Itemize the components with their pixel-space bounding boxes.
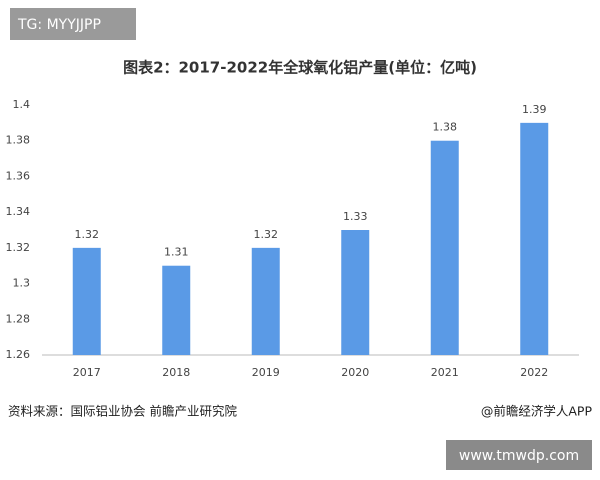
y-tick-label: 1.28: [6, 312, 31, 325]
bar: [520, 122, 549, 355]
value-label: 1.39: [522, 103, 547, 116]
x-tick-label: 2020: [341, 366, 369, 379]
bar: [430, 140, 459, 355]
chart-title: 图表2：2017-2022年全球氧化铝产量(单位：亿吨): [123, 59, 477, 77]
x-tick-label: 2019: [252, 366, 280, 379]
source: 资料来源：国际铝业协会 前瞻产业研究院: [8, 404, 237, 419]
credit: @前瞻经济学人APP: [481, 404, 593, 419]
value-label: 1.32: [75, 228, 100, 241]
bar: [251, 247, 280, 355]
bar: [341, 230, 370, 355]
y-tick-label: 1.4: [13, 98, 31, 111]
tag: TG: MYYJJPP: [17, 17, 101, 33]
x-tick-label: 2021: [431, 366, 459, 379]
x-tick-label: 2017: [73, 366, 101, 379]
value-label: 1.31: [164, 246, 189, 259]
tag-box: [10, 8, 136, 40]
y-tick-label: 1.38: [6, 134, 31, 147]
value-label: 1.33: [343, 210, 368, 223]
y-tick-label: 1.34: [6, 205, 31, 218]
y-tick-label: 1.36: [6, 169, 31, 182]
y-tick-label: 1.3: [13, 277, 31, 290]
value-label: 1.32: [254, 228, 279, 241]
x-tick-label: 2022: [520, 366, 548, 379]
website-box: [446, 440, 592, 470]
x-tick-label: 2018: [162, 366, 190, 379]
value-label: 1.38: [433, 121, 458, 134]
bar: [162, 265, 191, 355]
website: www.tmwdp.com: [459, 448, 579, 464]
y-tick-label: 1.26: [6, 348, 31, 361]
y-tick-label: 1.32: [6, 241, 31, 254]
bar: [72, 247, 101, 355]
